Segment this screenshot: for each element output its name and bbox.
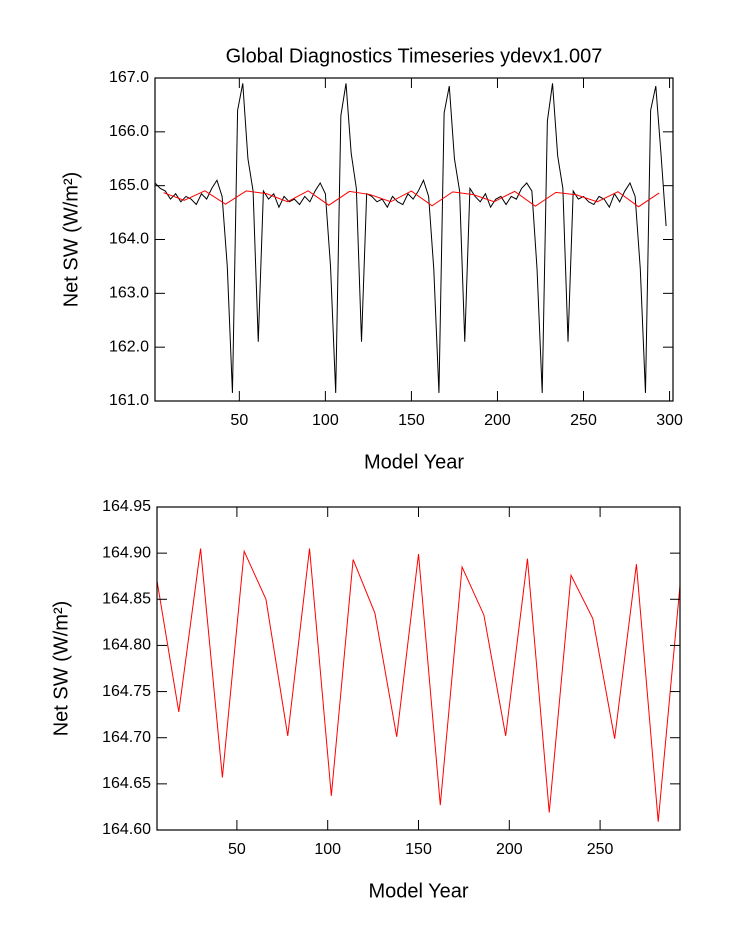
chart-title: Global Diagnostics Timeseries ydevx1.007 <box>226 45 603 67</box>
x-tick-label: 150 <box>405 841 432 858</box>
y-tick-label: 167.0 <box>109 69 149 86</box>
x-tick-label: 250 <box>570 412 597 429</box>
x-tick-label: 200 <box>496 841 523 858</box>
y-tick-label: 165.0 <box>109 177 149 194</box>
y-tick-label: 164.90 <box>102 544 151 561</box>
y-tick-label: 164.85 <box>102 591 151 608</box>
data-line <box>156 548 681 822</box>
y-tick-label: 164.95 <box>102 498 151 515</box>
y-tick-label: 164.0 <box>109 231 149 248</box>
y-tick-label: 164.60 <box>102 821 151 838</box>
y-tick-label: 164.80 <box>102 637 151 654</box>
y-tick-label: 164.75 <box>102 683 151 700</box>
data-line <box>163 190 660 208</box>
x-tick-label: 150 <box>398 412 425 429</box>
y-axis-label: Net SW (W/m²) <box>50 601 72 737</box>
y-tick-label: 164.65 <box>102 775 151 792</box>
y-tick-label: 166.0 <box>109 123 149 140</box>
y-axis-label: Net SW (W/m²) <box>60 172 82 308</box>
x-tick-label: 100 <box>314 841 341 858</box>
x-tick-label: 250 <box>587 841 614 858</box>
x-tick-label: 50 <box>228 841 246 858</box>
x-tick-label: 300 <box>656 412 683 429</box>
x-tick-label: 50 <box>230 412 248 429</box>
x-axis-label: Model Year <box>368 880 468 902</box>
x-axis-label: Model Year <box>364 451 464 473</box>
y-tick-label: 163.0 <box>109 285 149 302</box>
y-tick-label: 161.0 <box>109 392 149 409</box>
y-tick-label: 162.0 <box>109 338 149 355</box>
x-tick-label: 200 <box>484 412 511 429</box>
x-tick-label: 100 <box>312 412 339 429</box>
y-tick-label: 164.70 <box>102 729 151 746</box>
data-line <box>154 83 667 393</box>
